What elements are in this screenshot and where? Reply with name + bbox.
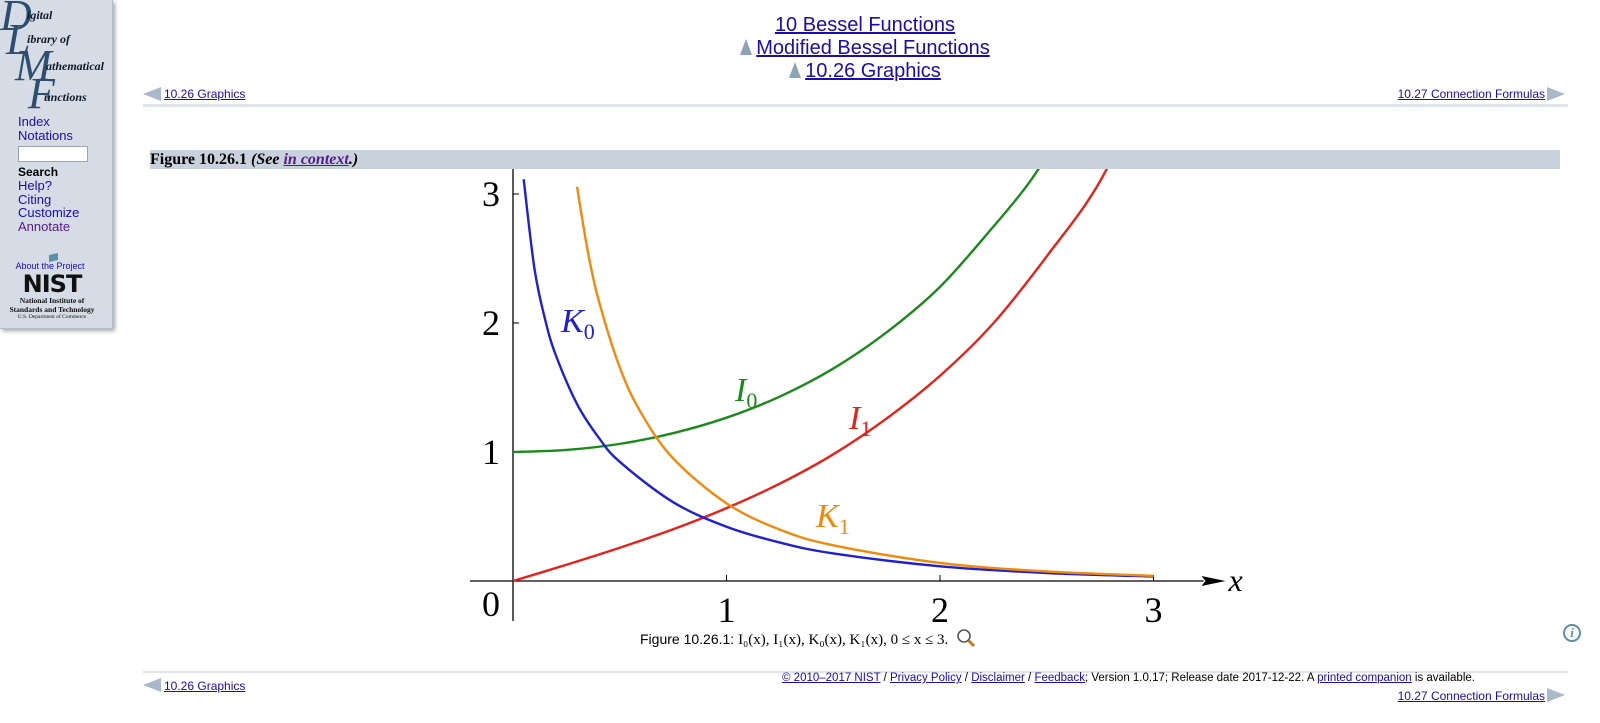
footer-tail: is available. (1411, 672, 1475, 684)
caption-prefix: Figure 10.26.1: (640, 631, 739, 647)
search-input[interactable] (18, 146, 88, 162)
series-label-subscript: 1 (860, 416, 871, 441)
sidebar-link-citing[interactable]: Citing (18, 191, 52, 207)
footer-text: © 2010–2017 NIST / Privacy Policy / Disc… (782, 672, 1475, 684)
x-axis-arrowhead (1201, 576, 1226, 586)
nist-line-2: Standards and Technology (9, 305, 95, 314)
y-tick-label: 1 (482, 432, 500, 472)
nist-line-3: U.S. Department of Commerce (17, 314, 87, 320)
breadcrumb-link-chapter[interactable]: 10 Bessel Functions (774, 14, 956, 36)
y-tick-label: 2 (482, 303, 500, 343)
next-link-bottom[interactable]: 10.27 Connection Formulas (1397, 689, 1545, 703)
series-line-k0 (522, 179, 1154, 578)
logo-word-digital: igital (27, 8, 53, 22)
header-divider (143, 104, 1568, 107)
sidebar: D igital L ibrary of M athematical F unc… (0, 0, 113, 329)
series-line-i0 (512, 169, 1040, 454)
printed-companion-link[interactable]: printed companion (1317, 672, 1412, 684)
series-label-k1: K1 (815, 498, 850, 539)
logo-letter-d: D (0, 0, 32, 40)
breadcrumb-link-section[interactable]: Modified Bessel Functions (756, 37, 990, 59)
x-tick-label: 2 (931, 590, 949, 629)
next-arrow-icon-bottom[interactable] (1547, 688, 1565, 702)
logo-word-library: ibrary of (27, 32, 70, 46)
next-arrow-icon[interactable] (1547, 87, 1565, 101)
footer-sep: / (961, 672, 972, 684)
logo-word-mathematical: athematical (46, 59, 104, 73)
series-label-subscript: 1 (839, 514, 850, 539)
breadcrumb-subsection: 10.26 Graphics (0, 60, 1600, 82)
logo-letter-l: L (6, 15, 31, 64)
series-line-i1 (512, 169, 1109, 583)
breadcrumb-chapter: 10 Bessel Functions (0, 14, 1600, 36)
magnifier-icon[interactable] (956, 628, 976, 648)
privacy-link[interactable]: Privacy Policy (890, 672, 962, 684)
figure-see-suffix: .) (348, 151, 359, 168)
sidebar-link-notations[interactable]: Notations (18, 127, 73, 143)
footer-sep: / (880, 672, 891, 684)
sidebar-links-secondary: Help? Citing Customize Annotate (18, 179, 79, 233)
sidebar-link-help[interactable]: Help? (18, 178, 52, 193)
prev-link[interactable]: 10.26 Graphics (164, 87, 246, 101)
dlmf-logo[interactable]: D igital L ibrary of M athematical F unc… (0, 0, 112, 116)
nist-line-1: National Institute of (19, 296, 85, 305)
x-tick-label: 3 (1145, 590, 1163, 629)
series-label-subscript: 0 (584, 319, 595, 344)
footer-divider (143, 671, 1568, 673)
figure-caption: Figure 10.26.1: I₀(x), I₁(x), K₀(x), K₁(… (640, 628, 976, 649)
logo-word-functions: unctions (44, 90, 87, 104)
series-label-i0: I0 (734, 372, 757, 413)
caption-math: I₀(x), I₁(x), K₀(x), K₁(x), 0 ≤ x ≤ 3. (738, 632, 949, 648)
in-context-link[interactable]: in context (283, 151, 349, 168)
figure-header: Figure 10.26.1 (See in context.) (150, 150, 1560, 169)
sidebar-link-index[interactable]: Index (18, 114, 50, 129)
series-label-i1: I1 (848, 400, 871, 441)
sidebar-link-customize[interactable]: Customize (18, 205, 80, 220)
series-label-subscript: 0 (746, 388, 757, 413)
x-tick-label: 1 (718, 590, 736, 629)
sidebar-links: Index Notations (18, 115, 73, 142)
info-icon[interactable]: i (1563, 624, 1581, 642)
sidebar-link-annotate[interactable]: Annotate (18, 218, 71, 234)
up-arrow-icon (740, 39, 753, 55)
version-text: ; Version 1.0.17; Release date 2017-12-2… (1084, 672, 1318, 684)
prev-link-bottom[interactable]: 10.26 Graphics (164, 679, 246, 693)
footer-sep: / (1024, 672, 1035, 684)
next-link[interactable]: 10.27 Connection Formulas (1397, 87, 1545, 101)
breadcrumb-link-subsection[interactable]: 10.26 Graphics (805, 60, 941, 82)
prev-arrow-icon[interactable] (143, 87, 161, 101)
copyright-link[interactable]: © 2010–2017 NIST (782, 672, 881, 684)
bessel-chart: 1 2 3 1 2 3 0 x I0 I1 K0 K1 (470, 169, 1243, 629)
up-arrow-icon (789, 62, 802, 78)
feedback-link[interactable]: Feedback (1034, 672, 1085, 684)
figure-see-prefix: (See (251, 151, 284, 168)
series-label-k0: K0 (560, 303, 595, 344)
y-tick-label: 3 (482, 174, 500, 214)
search-button[interactable]: Search (18, 165, 59, 179)
figure-number: Figure 10.26.1 (150, 151, 248, 168)
nist-logo[interactable]: NIST (22, 270, 83, 298)
origin-label: 0 (482, 584, 500, 624)
x-axis-label: x (1228, 562, 1243, 598)
series-line-k1 (575, 186, 1154, 578)
prev-arrow-icon-bottom[interactable] (143, 678, 161, 692)
disclaimer-link[interactable]: Disclaimer (971, 672, 1025, 684)
about-link[interactable]: About the Project (15, 261, 85, 271)
logo-letter-m: M (15, 41, 52, 90)
breadcrumb-section: Modified Bessel Functions (0, 37, 1600, 59)
logo-letter-f: F (28, 69, 55, 118)
